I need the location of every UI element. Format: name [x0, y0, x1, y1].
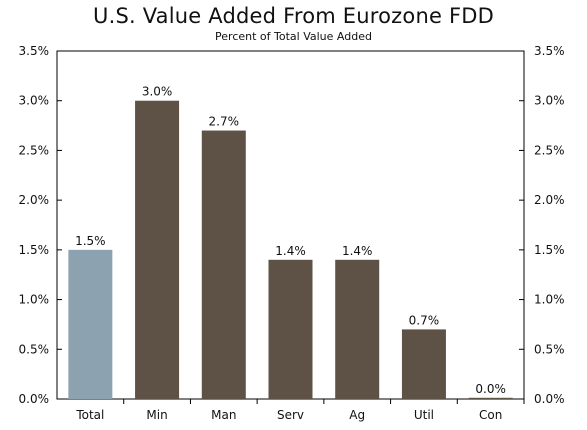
bar-min: [135, 100, 180, 399]
x-tick-label: Serv: [277, 408, 304, 422]
data-label: 0.7%: [409, 313, 440, 327]
y-tick-label-left: 1.0%: [19, 293, 50, 307]
y-tick-label-left: 3.5%: [19, 44, 50, 58]
y-tick-label-right: 3.0%: [534, 94, 565, 108]
data-label: 1.4%: [342, 244, 373, 258]
chart-subtitle: Percent of Total Value Added: [215, 30, 372, 43]
x-tick-label: Con: [479, 408, 502, 422]
y-tick-label-left: 0.0%: [19, 392, 50, 406]
y-tick-label-left: 0.5%: [19, 342, 50, 356]
y-tick-label-left: 1.5%: [19, 243, 50, 257]
data-label: 1.5%: [75, 234, 106, 248]
x-tick-label: Util: [414, 408, 434, 422]
y-tick-label-left: 3.0%: [19, 94, 50, 108]
y-tick-label-right: 1.0%: [534, 293, 565, 307]
y-tick-label-right: 1.5%: [534, 243, 565, 257]
data-label: 2.7%: [209, 115, 240, 129]
y-tick-label-right: 2.0%: [534, 193, 565, 207]
bar-man: [201, 130, 246, 400]
x-tick-label: Man: [211, 408, 236, 422]
y-tick-label-right: 3.5%: [534, 44, 565, 58]
data-label: 1.4%: [275, 244, 306, 258]
y-tick-label-left: 2.5%: [19, 143, 50, 157]
y-tick-label-right: 0.0%: [534, 392, 565, 406]
data-label: 3.0%: [142, 85, 173, 99]
bar-util: [401, 329, 446, 399]
bar-con: [468, 397, 513, 399]
bar-serv: [268, 259, 313, 399]
data-label: 0.0%: [475, 382, 506, 396]
bar-ag: [335, 259, 380, 399]
x-tick-label: Min: [146, 408, 167, 422]
x-tick-label: Ag: [349, 408, 365, 422]
y-tick-label-left: 2.0%: [19, 193, 50, 207]
y-tick-label-right: 0.5%: [534, 342, 565, 356]
bar-total: [68, 249, 113, 399]
x-tick-label: Total: [75, 408, 104, 422]
chart-title: U.S. Value Added From Eurozone FDD: [93, 4, 494, 28]
y-tick-label-right: 2.5%: [534, 143, 565, 157]
